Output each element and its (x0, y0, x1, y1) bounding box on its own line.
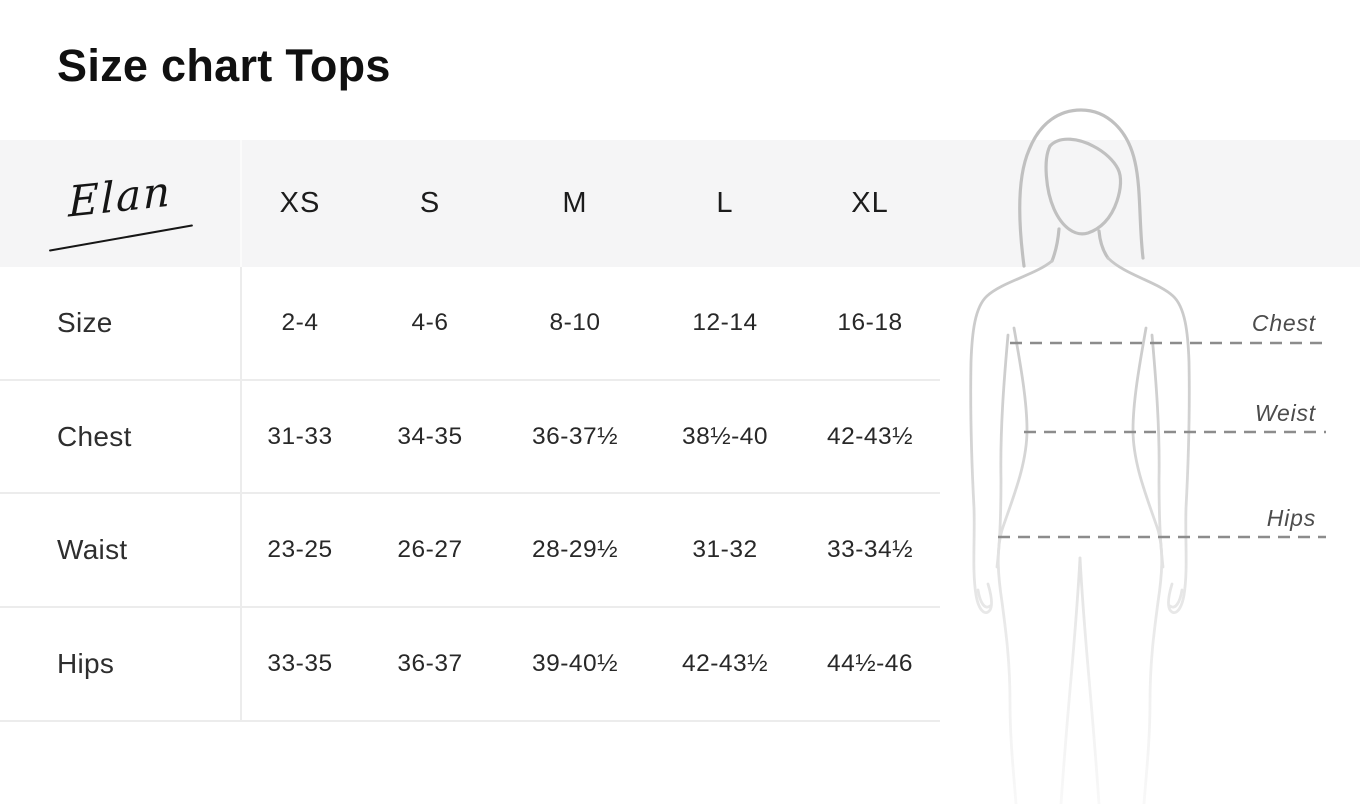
body-measurement-figure (940, 100, 1360, 804)
cell-chest-xs: 31-33 (240, 381, 360, 494)
cell-size-xl: 16-18 (800, 267, 940, 381)
column-divider-header (240, 140, 242, 267)
column-header-l: L (716, 187, 734, 219)
cell-hips-s: 36-37 (360, 608, 500, 722)
row-label-size: Size (0, 267, 240, 381)
brand-logo: Elan (68, 166, 172, 227)
column-divider-body (240, 267, 242, 722)
cell-chest-xl: 42-43½ (800, 381, 940, 494)
cell-hips-xl: 44½-46 (800, 608, 940, 722)
size-table: Elan XS S M L XL Size 2-4 4-6 8-10 12-14… (0, 140, 940, 722)
row-label-hips: Hips (0, 608, 240, 722)
cell-waist-m: 28-29½ (500, 494, 650, 608)
woman-silhouette-icon (969, 108, 1326, 804)
cell-waist-l: 31-32 (650, 494, 800, 608)
measure-label-weist: Weist (1254, 400, 1316, 426)
cell-size-s: 4-6 (360, 267, 500, 381)
brand-cell: Elan (0, 140, 240, 267)
cell-hips-xs: 33-35 (240, 608, 360, 722)
cell-waist-s: 26-27 (360, 494, 500, 608)
cell-hips-m: 39-40½ (500, 608, 650, 722)
row-label-waist: Waist (0, 494, 240, 608)
cell-size-xs: 2-4 (240, 267, 360, 381)
column-header-m: M (562, 187, 588, 219)
page-title: Size chart Tops (57, 40, 391, 91)
cell-size-l: 12-14 (650, 267, 800, 381)
cell-size-m: 8-10 (500, 267, 650, 381)
measure-label-hips: Hips (1266, 505, 1316, 531)
column-header-s: S (419, 187, 441, 219)
row-label-chest: Chest (0, 381, 240, 494)
cell-chest-s: 34-35 (360, 381, 500, 494)
cell-waist-xl: 33-34½ (800, 494, 940, 608)
column-header-xs: XS (279, 187, 321, 219)
cell-chest-l: 38½-40 (650, 381, 800, 494)
measure-label-chest: Chest (1251, 310, 1316, 336)
cell-chest-m: 36-37½ (500, 381, 650, 494)
logo-underline (48, 224, 194, 253)
cell-hips-l: 42-43½ (650, 608, 800, 722)
cell-waist-xs: 23-25 (240, 494, 360, 608)
column-header-xl: XL (851, 187, 889, 219)
